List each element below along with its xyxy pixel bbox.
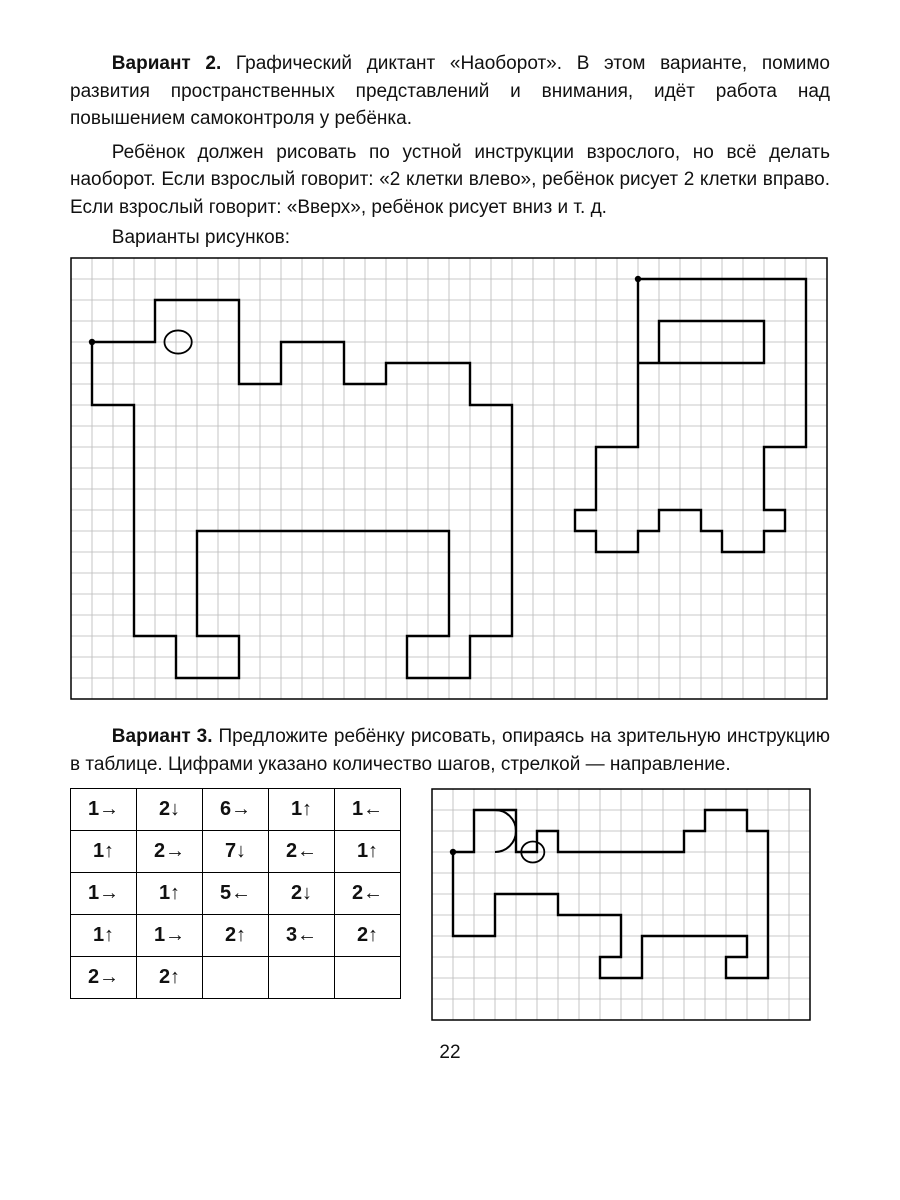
variant2-paragraph1: Вариант 2. Графический диктант «Наоборот… xyxy=(70,50,830,133)
instruction-cell: 1↑ xyxy=(269,789,335,831)
small-grid-figure xyxy=(431,788,811,1026)
instruction-cell: 2→ xyxy=(137,831,203,873)
instruction-cell: 5← xyxy=(203,873,269,915)
instruction-cell: 1← xyxy=(335,789,401,831)
instruction-cell: 2↓ xyxy=(137,789,203,831)
variant3-label: Вариант 3. xyxy=(112,726,213,747)
instruction-cell: 2↓ xyxy=(269,873,335,915)
instruction-cell: 2↑ xyxy=(137,957,203,999)
instruction-cell xyxy=(203,957,269,999)
bottom-row: 1→2↓6→1↑1←1↑2→7↓2←1↑1→1↑5←2↓2←1↑1→2↑3←2↑… xyxy=(70,788,830,1026)
instruction-table: 1→2↓6→1↑1←1↑2→7↓2←1↑1→1↑5←2↓2←1↑1→2↑3←2↑… xyxy=(70,788,401,999)
worksheet-page: Вариант 2. Графический диктант «Наоборот… xyxy=(0,0,900,1084)
instruction-cell: 1→ xyxy=(71,789,137,831)
instruction-cell: 1→ xyxy=(137,915,203,957)
big-grid-svg xyxy=(70,257,828,700)
instruction-cell: 3← xyxy=(269,915,335,957)
big-grid-figure xyxy=(70,257,830,705)
variant3-paragraph: Вариант 3. Предложите ребёнку рисовать, … xyxy=(70,723,830,778)
variant2-label: Вариант 2. xyxy=(112,53,221,74)
instruction-cell: 7↓ xyxy=(203,831,269,873)
instruction-cell: 1→ xyxy=(71,873,137,915)
instruction-cell: 1↑ xyxy=(71,915,137,957)
page-number: 22 xyxy=(70,1042,830,1064)
instruction-cell: 1↑ xyxy=(137,873,203,915)
instruction-cell: 2→ xyxy=(71,957,137,999)
instruction-cell: 2← xyxy=(335,873,401,915)
instruction-cell: 1↑ xyxy=(335,831,401,873)
instruction-cell: 1↑ xyxy=(71,831,137,873)
small-grid-svg xyxy=(431,788,811,1021)
instruction-cell xyxy=(269,957,335,999)
variant2-subhead: Варианты рисунков: xyxy=(70,227,830,249)
instruction-cell: 2← xyxy=(269,831,335,873)
instruction-cell: 2↑ xyxy=(203,915,269,957)
variant2-paragraph2: Ребёнок должен рисовать по устной инстру… xyxy=(70,139,830,222)
instruction-cell: 6→ xyxy=(203,789,269,831)
instruction-cell: 2↑ xyxy=(335,915,401,957)
instruction-cell xyxy=(335,957,401,999)
